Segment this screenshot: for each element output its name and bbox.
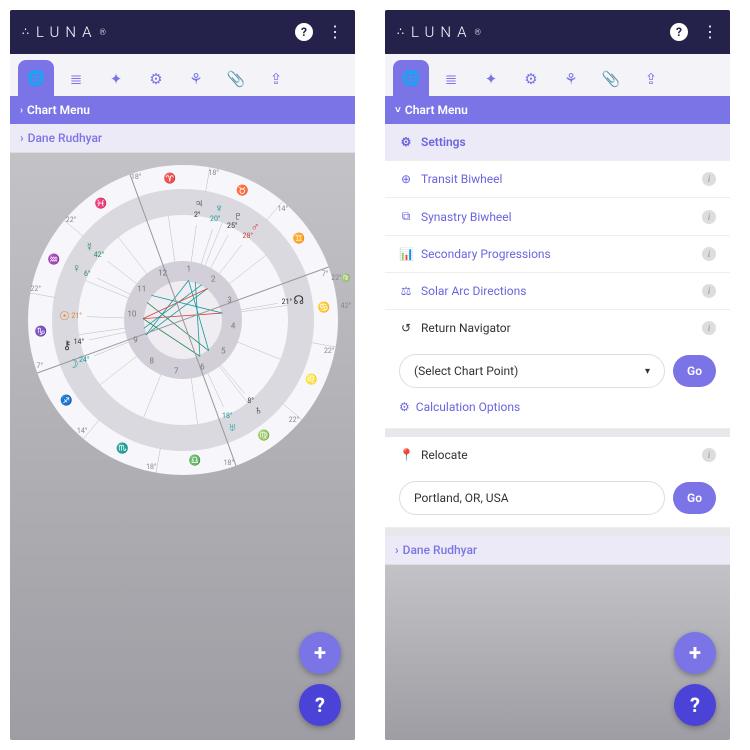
tab-attach[interactable]: 📎 — [218, 62, 254, 96]
menu-transit-biwheel[interactable]: ⊕Transit Biwheeli — [385, 161, 730, 198]
chart-name-row[interactable]: › Dane Rudhyar — [385, 536, 730, 565]
tab-attach[interactable]: 📎 — [593, 62, 629, 96]
chevron-right-icon: › — [20, 105, 23, 116]
tab-layers[interactable]: ≣ — [58, 62, 94, 96]
natal-wheel[interactable]: ♈18°♉18°♊14°♋7°♌22°♍22°♎18°♏18°♐14°♑7°♒2… — [28, 165, 338, 475]
go-button-relocate[interactable]: Go — [673, 482, 716, 514]
tab-layers[interactable]: ≣ — [433, 62, 469, 96]
tab-share[interactable]: ⇪ — [258, 62, 294, 96]
gear-icon: ⚙ — [399, 135, 413, 149]
chart-menu-list: ⚙ Settings ⊕Transit Biwheeli⧉Synastry Bi… — [385, 124, 730, 536]
chevron-right-icon: › — [20, 131, 24, 145]
gear-icon: ⚙ — [399, 400, 410, 414]
help-icon[interactable]: ? — [295, 23, 313, 41]
pin-icon: 📍 — [399, 448, 413, 462]
info-icon[interactable]: i — [702, 247, 716, 261]
info-icon[interactable]: i — [702, 172, 716, 186]
brand-logo: ∴ LUNA® — [22, 23, 106, 41]
chart-name: Dane Rudhyar — [403, 543, 478, 557]
help-fab[interactable]: ? — [299, 684, 341, 726]
tab-gear[interactable]: ⚙ — [138, 62, 174, 96]
chart-menu-label: Chart Menu — [405, 103, 468, 117]
toolbar-tabs: 🌐≣✦⚙⚘📎⇪ — [10, 54, 355, 96]
help-fab[interactable]: ? — [674, 684, 716, 726]
info-icon[interactable]: i — [702, 210, 716, 224]
chart-menu-collapsed[interactable]: › Chart Menu — [10, 96, 355, 124]
relocate-header: 📍 Relocate i — [385, 437, 730, 473]
chevron-down-icon: ˅ — [395, 105, 401, 116]
chevron-right-icon: › — [395, 543, 399, 557]
chart-menu-expanded[interactable]: ˅ Chart Menu — [385, 96, 730, 124]
tab-globe[interactable]: 🌐 — [393, 60, 429, 96]
tab-tree[interactable]: ⚘ — [553, 62, 589, 96]
brand-dots-icon: ∴ — [397, 28, 405, 36]
chart-name-row[interactable]: › Dane Rudhyar — [10, 124, 355, 153]
info-icon[interactable]: i — [702, 321, 716, 335]
go-button-return[interactable]: Go — [673, 355, 716, 387]
chart-canvas-empty[interactable]: + ? — [385, 565, 730, 740]
add-fab[interactable]: + — [299, 632, 341, 674]
screen-right: ∴ LUNA® ? ⋮ 🌐≣✦⚙⚘📎⇪ ˅ Chart Menu ⚙ Setti… — [385, 10, 730, 740]
more-menu-icon[interactable]: ⋮ — [327, 30, 343, 34]
tab-share[interactable]: ⇪ — [633, 62, 669, 96]
info-icon[interactable]: i — [702, 284, 716, 298]
chart-canvas[interactable]: ♈18°♉18°♊14°♋7°♌22°♍22°♎18°♏18°♐14°♑7°♒2… — [10, 153, 355, 740]
tab-compass[interactable]: ✦ — [473, 62, 509, 96]
tab-globe[interactable]: 🌐 — [18, 60, 54, 96]
brand-dots-icon: ∴ — [22, 28, 30, 36]
brand-name: LUNA — [411, 23, 473, 41]
brand-name: LUNA — [36, 23, 98, 41]
return-navigator-header: ↺ Return Navigator i — [385, 310, 730, 346]
add-fab[interactable]: + — [674, 632, 716, 674]
brand-logo: ∴ LUNA® — [397, 23, 481, 41]
app-topbar: ∴ LUNA® ? ⋮ — [385, 10, 730, 54]
app-topbar: ∴ LUNA® ? ⋮ — [10, 10, 355, 54]
caret-down-icon: ▾ — [645, 366, 650, 377]
tab-gear[interactable]: ⚙ — [513, 62, 549, 96]
chart-point-select[interactable]: (Select Chart Point) ▾ — [399, 354, 665, 388]
screen-left: ∴ LUNA® ? ⋮ 🌐≣✦⚙⚘📎⇪ › Chart Menu › Dane … — [10, 10, 355, 740]
chart-name: Dane Rudhyar — [28, 131, 103, 145]
relocate-input[interactable]: Portland, OR, USA — [399, 481, 665, 515]
chart-menu-label: Chart Menu — [27, 103, 90, 117]
menu-secondary-progressions[interactable]: 📊Secondary Progressionsi — [385, 236, 730, 273]
return-icon: ↺ — [399, 321, 413, 335]
tab-tree[interactable]: ⚘ — [178, 62, 214, 96]
menu-settings[interactable]: ⚙ Settings — [385, 124, 730, 161]
menu-synastry-biwheel[interactable]: ⧉Synastry Biwheeli — [385, 198, 730, 236]
menu-solar-arc-directions[interactable]: ⚖Solar Arc Directionsi — [385, 273, 730, 310]
toolbar-tabs: 🌐≣✦⚙⚘📎⇪ — [385, 54, 730, 96]
more-menu-icon[interactable]: ⋮ — [702, 30, 718, 34]
tab-compass[interactable]: ✦ — [98, 62, 134, 96]
help-icon[interactable]: ? — [670, 23, 688, 41]
info-icon[interactable]: i — [702, 448, 716, 462]
calc-options-link[interactable]: ⚙Calculation Options — [385, 400, 730, 429]
